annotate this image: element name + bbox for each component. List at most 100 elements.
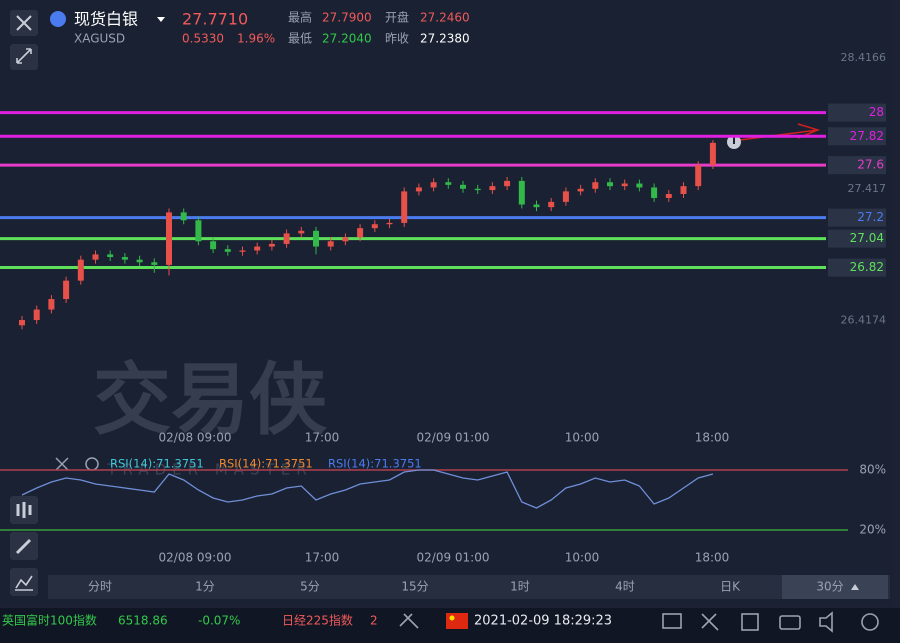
dropdown-arrow[interactable] xyxy=(157,17,165,22)
timeframe-tab[interactable]: 1时 xyxy=(510,580,530,594)
stat-value: 27.2380 xyxy=(420,32,470,46)
timeframe-tab[interactable]: 30分 xyxy=(816,580,843,594)
tool-layout[interactable] xyxy=(741,613,759,631)
candle-body xyxy=(651,187,658,198)
level-label: 27.2 xyxy=(857,210,884,224)
candle-body xyxy=(430,182,437,188)
candle-body xyxy=(695,165,702,187)
timeframe-tab[interactable]: 4时 xyxy=(615,580,635,594)
level-label: 27.6 xyxy=(857,158,884,172)
stat-label: 昨收 xyxy=(385,32,409,46)
candle-body xyxy=(180,212,187,221)
x-tick-label: 02/09 01:00 xyxy=(417,431,490,445)
candle-body xyxy=(680,186,687,195)
x-tick-label: 10:00 xyxy=(565,551,600,565)
candle-body xyxy=(518,180,525,205)
rsi-line xyxy=(21,469,714,509)
candle-body xyxy=(19,320,25,326)
level-label: 28 xyxy=(869,105,884,119)
y-tick-label: 27.417 xyxy=(848,182,887,195)
candle-body xyxy=(63,280,70,300)
timeframe-tab[interactable]: 15分 xyxy=(401,580,428,594)
timeframe-bar xyxy=(48,575,890,599)
x-tick-label: 18:00 xyxy=(695,551,730,565)
symbol-name[interactable]: 现货白银 xyxy=(74,10,138,29)
level-label-box xyxy=(828,229,886,248)
candle-body xyxy=(474,188,481,191)
level-label-box xyxy=(828,156,886,175)
candle-body xyxy=(254,246,261,251)
candle-body xyxy=(371,224,378,229)
candle-body xyxy=(533,204,540,208)
level-label: 27.82 xyxy=(850,129,884,143)
candle-body xyxy=(401,191,408,223)
candle-body xyxy=(636,183,643,188)
tool-sound[interactable] xyxy=(819,611,833,633)
rsi-label: RSI(14):71.3751 xyxy=(328,457,422,471)
chart-area xyxy=(0,0,892,605)
change: 0.5330 xyxy=(182,32,224,46)
x-tick-label: 17:00 xyxy=(305,431,340,445)
status-index: 英国富时100指数 xyxy=(2,613,97,628)
status-icon[interactable] xyxy=(399,613,419,629)
watermark-title: 交易侠 xyxy=(93,355,328,445)
tool-settings[interactable] xyxy=(701,613,719,631)
candle-body xyxy=(489,186,496,191)
rsi-label: RSI(14):71.3751 xyxy=(219,457,313,471)
x-tick-label: 10:00 xyxy=(565,431,600,445)
indicator-icon xyxy=(15,575,33,591)
candle-body xyxy=(239,250,246,252)
candle-body xyxy=(460,184,466,189)
stat-value: 27.7900 xyxy=(322,11,372,25)
rsi-tick-label: 20% xyxy=(859,523,886,537)
candle-body xyxy=(298,230,305,234)
candle-body xyxy=(33,309,40,321)
info-marker-glyph xyxy=(733,137,735,144)
candle-body xyxy=(548,201,555,208)
candle-body xyxy=(92,254,99,260)
level-label: 26.82 xyxy=(850,260,884,274)
stat-label: 最高 xyxy=(288,10,312,25)
candle-body xyxy=(210,241,217,250)
status-index: 日经225指数 xyxy=(282,613,353,628)
rsi-close[interactable] xyxy=(55,457,69,471)
candle-body xyxy=(504,180,511,187)
candle-body xyxy=(577,188,584,192)
level-label-box xyxy=(828,103,886,122)
symbol-icon xyxy=(50,11,66,27)
timeframe-tab[interactable]: 1分 xyxy=(195,580,215,594)
timeframe-tab[interactable]: 分时 xyxy=(88,580,112,594)
candle-body xyxy=(592,182,599,189)
close-icon xyxy=(16,15,32,31)
candle-body xyxy=(313,230,319,247)
status-value: 2 xyxy=(370,614,378,628)
flag-star xyxy=(449,615,455,621)
candle-body xyxy=(342,237,349,242)
candle-body xyxy=(607,182,613,187)
tool-more[interactable] xyxy=(861,613,879,631)
candle-body xyxy=(166,212,172,265)
timeframe-tab[interactable]: 日K xyxy=(720,580,741,594)
flag xyxy=(446,613,468,629)
candle-body xyxy=(327,241,334,247)
timeframe-active xyxy=(782,575,888,599)
rsi-label: RSI(14):71.3751 xyxy=(110,457,204,471)
candle-body xyxy=(77,259,84,281)
candle-body xyxy=(195,220,202,242)
draw-icon xyxy=(15,538,32,555)
level-label-box xyxy=(828,127,886,146)
candle-body xyxy=(562,191,569,202)
status-value: 6518.86 xyxy=(118,614,168,628)
change-pct: 1.96% xyxy=(237,32,275,46)
tool-window[interactable] xyxy=(662,613,682,629)
candle-body xyxy=(386,222,393,225)
candle-body xyxy=(151,262,158,265)
timeframe-tab[interactable]: 5分 xyxy=(300,580,320,594)
tool-camera[interactable] xyxy=(779,615,801,630)
x-tick-label: 18:00 xyxy=(695,431,730,445)
level-label: 27.04 xyxy=(850,231,884,245)
status-tools xyxy=(662,611,879,633)
y-tick-label: 26.4174 xyxy=(841,313,887,326)
level-label-box xyxy=(828,258,886,277)
tool-icon xyxy=(16,502,32,518)
